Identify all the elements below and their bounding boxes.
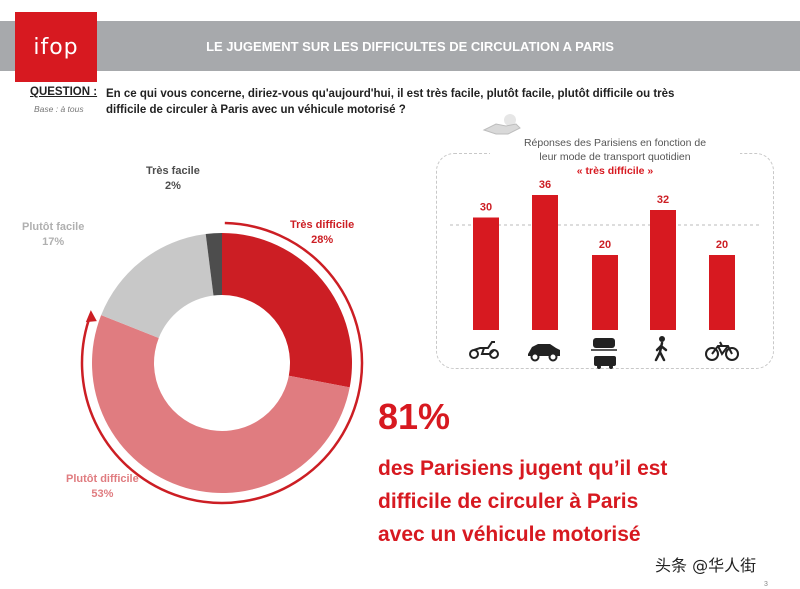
car-icon	[528, 344, 560, 362]
difficult-bracket-arc	[80, 221, 364, 505]
donut-svg	[80, 221, 364, 505]
donut-slice	[205, 233, 222, 296]
highlight-line3: avec un véhicule motorisé	[378, 523, 641, 546]
ifop-logo: ifop	[15, 12, 97, 82]
handshake-icon	[482, 114, 521, 135]
donut-slice	[101, 234, 214, 338]
donut-slice	[92, 315, 350, 493]
pedestrian-icon	[654, 336, 668, 362]
panel-highlight: « très difficile »	[576, 165, 654, 177]
bar-value-label: 20	[599, 239, 611, 251]
page-title: LE JUGEMENT SUR LES DIFFICULTES DE CIRCU…	[206, 38, 614, 54]
bar	[592, 255, 618, 330]
donut-slice	[222, 233, 352, 388]
panel-title-line1: Réponses des Parisiens en fonction de	[523, 137, 707, 149]
logo-text: ifop	[33, 34, 79, 60]
bar	[709, 255, 735, 330]
label-tres-difficile: Très difficile 28%	[290, 218, 354, 248]
label-tres-facile-value: 2%	[164, 180, 181, 192]
highlight-line2: difficile de circuler à Paris	[378, 490, 639, 513]
bicycle-icon	[705, 341, 739, 361]
bracket-arrowhead	[85, 310, 97, 323]
bar-value-label: 30	[480, 202, 492, 214]
label-plutot-difficile-value: 53%	[91, 488, 114, 500]
label-plutot-facile: Plutôt facile 17%	[22, 220, 84, 250]
label-plutot-difficile-name: Plutôt difficile	[66, 473, 139, 485]
watermark: 头条 @华人街	[655, 556, 757, 575]
question-text: En ce qui vous concerne, diriez-vous qu'…	[106, 88, 675, 116]
bar-value-label: 36	[539, 179, 551, 191]
highlight-text: des Parisiens jugent qu’il est difficile…	[378, 452, 778, 551]
bar	[532, 195, 558, 330]
highlight-percent: 81%	[378, 396, 451, 437]
page-number: 3	[764, 581, 768, 588]
train-bus-icon	[591, 338, 617, 369]
question-base: Base : à tous	[34, 104, 84, 114]
question-label: QUESTION :	[30, 86, 98, 98]
label-plutot-facile-name: Plutôt facile	[22, 221, 85, 233]
bar	[650, 210, 676, 330]
donut-chart: Très difficile 28% Plutôt difficile 53% …	[0, 140, 430, 520]
highlight-line1: des Parisiens jugent qu’il est	[378, 457, 668, 480]
label-tres-facile: Très facile 2%	[146, 164, 200, 194]
bar-value-label: 32	[657, 194, 669, 206]
label-tres-difficile-name: Très difficile	[290, 219, 355, 231]
label-tres-difficile-value: 28%	[311, 234, 334, 246]
label-plutot-facile-value: 17%	[42, 236, 65, 248]
label-tres-facile-name: Très facile	[146, 165, 200, 177]
panel-title-line2: leur mode de transport quotidien	[539, 151, 691, 163]
bar-value-label: 20	[716, 239, 728, 251]
header-bar	[0, 21, 800, 71]
panel-title: Réponses des Parisiens en fonction de le…	[490, 136, 740, 178]
bar-chart: 30 36 20 32 20	[450, 179, 760, 369]
label-plutot-difficile: Plutôt difficile 53%	[66, 472, 139, 502]
scooter-icon	[469, 341, 499, 359]
bar	[473, 217, 499, 330]
